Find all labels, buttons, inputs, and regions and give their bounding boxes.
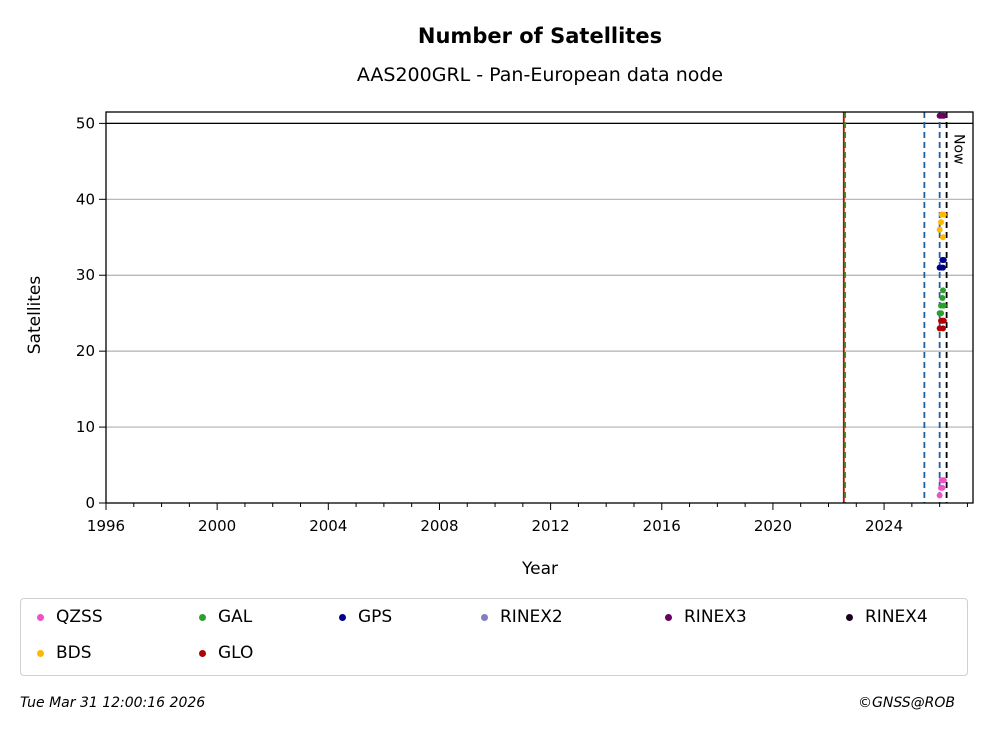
x-tick-label-2008: 2008 — [420, 517, 458, 535]
legend-marker-gal — [199, 613, 206, 621]
legend-label-bds: BDS — [56, 643, 92, 663]
footer-credit: ©GNSS@ROB — [858, 695, 955, 711]
y-tick-label-50: 50 — [76, 114, 95, 132]
chart-title: Number of Satellites — [418, 24, 662, 48]
y-tick-label-30: 30 — [76, 266, 95, 284]
legend-item-rinex4: RINEX4 — [846, 607, 928, 627]
point-qzss-4 — [940, 477, 947, 484]
point-qzss-5 — [939, 484, 946, 491]
axis-ticks: 1996 2000 2004 2008 2012 2016 2020 2024 0 10 20 30 4… — [76, 114, 968, 535]
point-gal-2 — [939, 295, 946, 302]
legend-item-glo: GLO — [199, 643, 253, 663]
plot-frame — [105, 111, 974, 504]
legend-item-rinex2: RINEX2 — [481, 607, 563, 627]
x-tick-label-2020: 2020 — [754, 517, 792, 535]
satellite-chart: Number of Satellites AAS200GRL - Pan-Eur… — [25, 24, 974, 579]
y-tick-label-20: 20 — [76, 342, 95, 360]
x-axis-label: Year — [521, 559, 558, 579]
legend-item-rinex3: RINEX3 — [665, 607, 747, 627]
legend-label-rinex3: RINEX3 — [684, 607, 747, 627]
legend-item-gal: GAL — [199, 607, 252, 627]
now-label: Now — [951, 134, 967, 165]
legend-label-rinex4: RINEX4 — [865, 607, 928, 627]
legend-label-glo: GLO — [218, 643, 254, 663]
y-tick-label-0: 0 — [85, 494, 95, 512]
legend-label-rinex2: RINEX2 — [500, 607, 563, 627]
point-glo-4 — [940, 317, 947, 324]
y-axis-label: Satellites — [25, 276, 45, 355]
legend-label-gal: GAL — [218, 607, 253, 627]
legend-marker-bds — [37, 649, 44, 657]
legend-item-qzss: QZSS — [37, 607, 103, 627]
point-rinex3-3 — [940, 112, 947, 119]
point-bds-4 — [940, 211, 947, 218]
point-gal-4 — [940, 302, 947, 309]
footer-timestamp: Tue Mar 31 12:00:16 2026 — [20, 695, 206, 711]
x-tick-label-1996: 1996 — [87, 517, 125, 535]
point-glo-3 — [939, 325, 946, 332]
y-tick-label-10: 10 — [76, 418, 95, 436]
x-tick-label-2016: 2016 — [643, 517, 681, 535]
legend-marker-rinex3 — [665, 613, 672, 621]
data-points — [936, 112, 947, 499]
legend-label-gps: GPS — [358, 607, 393, 627]
legend: QZSS GAL GPS RINEX2 RINEX3 RINEX4 BDS GLO — [20, 598, 968, 676]
grid-lines — [106, 122, 973, 428]
legend-marker-gps — [339, 613, 346, 621]
legend-marker-glo — [199, 649, 206, 657]
point-bds-1 — [938, 219, 945, 226]
legend-item-gps: GPS — [339, 607, 392, 627]
legend-marker-rinex2 — [481, 613, 488, 621]
event-lines — [842, 112, 948, 503]
x-tick-label-2000: 2000 — [198, 517, 236, 535]
chart-subtitle: AAS200GRL - Pan-European data node — [357, 64, 723, 86]
y-tick-label-40: 40 — [76, 190, 95, 208]
point-qzss-0 — [936, 492, 943, 499]
x-tick-label-2004: 2004 — [309, 517, 347, 535]
point-bds-0 — [936, 226, 943, 233]
point-gps-4 — [940, 257, 947, 264]
legend-label-qzss: QZSS — [56, 607, 103, 627]
legend-marker-rinex4 — [846, 613, 853, 621]
legend-marker-qzss — [37, 613, 44, 621]
legend-item-bds: BDS — [37, 643, 92, 663]
x-tick-label-2024: 2024 — [865, 517, 903, 535]
point-gal-3 — [939, 287, 946, 294]
point-bds-3 — [939, 234, 946, 241]
x-tick-label-2012: 2012 — [532, 517, 570, 535]
point-gps-3 — [939, 264, 946, 271]
point-gal-6 — [938, 310, 945, 317]
